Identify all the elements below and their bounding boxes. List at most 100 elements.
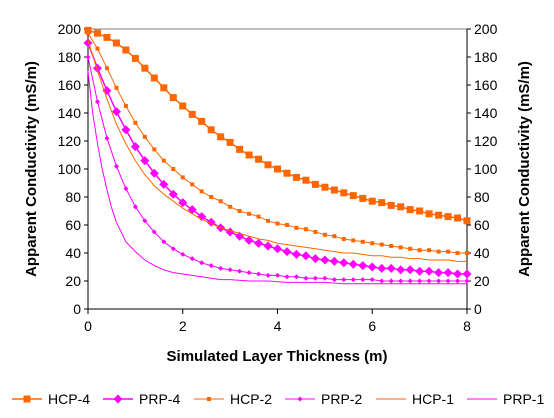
data-point-hcp-2 [256,214,261,219]
legend-marker [23,395,31,403]
y-axis-title-left: Apparent Conductivity (mS/m) [23,61,40,277]
data-point-hcp-4 [311,180,319,188]
legend-label: HCP-2 [230,391,272,407]
y-tick-label-left: 180 [58,49,82,65]
data-point-prp-2 [360,277,366,283]
y-tick-label-left: 140 [58,105,82,121]
data-point-hcp-4 [169,94,177,102]
y-tick-label-right: 0 [474,301,482,317]
legend-item-prp-4: PRP-4 [103,391,180,407]
data-point-hcp-4 [302,176,310,184]
y-tick-label-left: 160 [58,77,82,93]
data-point-hcp-4 [84,26,92,34]
y-tick-label-left: 200 [58,21,82,37]
data-point-hcp-2 [199,189,204,194]
data-point-hcp-4 [236,145,244,153]
data-point-hcp-4 [226,138,234,146]
data-point-hcp-4 [274,165,281,173]
data-point-prp-2 [151,229,157,235]
y-tick-label-right: 140 [474,105,498,121]
data-point-prp-2 [303,275,309,281]
y-tick-label-left: 20 [65,273,81,289]
data-point-hcp-4 [217,133,225,141]
data-point-hcp-2 [275,221,280,226]
data-point-prp-4 [197,212,207,222]
data-point-hcp-2 [465,251,469,255]
data-point-hcp-4 [387,201,395,209]
data-point-hcp-2 [171,167,176,171]
x-axis-title: Simulated Layer Thickness (m) [167,348,388,365]
data-point-hcp-2 [95,46,100,51]
data-point-prp-2 [417,278,423,284]
series-hcp-1 [87,40,467,262]
data-point-hcp-4 [188,110,196,118]
y-tick-label-right: 160 [474,77,498,93]
data-point-hcp-2 [142,134,147,139]
data-point-prp-4 [443,268,453,278]
data-point-prp-2 [275,272,280,278]
data-point-prp-2 [142,218,148,224]
data-point-hcp-4 [397,203,405,211]
legend-item-hcp-1: HCP-1 [376,391,454,407]
legend-item-hcp-4: HCP-4 [12,391,90,407]
data-point-prp-4 [377,263,387,273]
data-point-hcp-2 [123,104,128,108]
data-point-hcp-4 [463,217,471,225]
data-point-prp-4 [434,268,444,278]
data-point-prp-2 [218,265,224,271]
data-point-prp-4 [329,256,339,266]
data-point-prp-4 [396,265,406,275]
data-point-hcp-2 [379,242,384,247]
data-point-hcp-4 [321,183,329,191]
data-point-prp-4 [320,255,330,265]
series-prp-4 [83,38,472,279]
data-point-hcp-4 [283,169,291,177]
legend-label: HCP-1 [412,391,454,407]
data-point-prp-4 [254,238,264,248]
data-point-hcp-2 [294,225,299,230]
data-point-hcp-4 [150,74,158,82]
y-tick-label-left: 0 [73,301,81,317]
data-point-prp-4 [462,269,472,279]
data-point-hcp-4 [93,29,101,37]
data-point-prp-2 [436,278,442,284]
series-hcp-4 [84,26,471,225]
legend-item-prp-2: PRP-2 [285,391,362,407]
data-point-prp-4 [415,266,425,276]
data-point-hcp-4 [406,206,414,214]
data-point-hcp-4 [112,39,120,47]
data-point-hcp-2 [152,147,157,152]
data-point-hcp-2 [104,66,109,71]
y-tick-label-left: 120 [58,133,82,149]
data-point-hcp-4 [198,117,206,125]
series-line-hcp-1 [87,40,467,262]
data-point-prp-2 [379,278,385,284]
data-point-hcp-2 [228,204,233,209]
data-point-hcp-4 [245,151,253,159]
legend-label: PRP-2 [321,391,362,407]
data-point-prp-2 [180,251,186,257]
data-point-prp-2 [464,278,470,284]
data-point-prp-4 [130,142,140,152]
data-point-prp-2 [331,277,337,283]
data-point-hcp-4 [349,192,357,200]
data-point-prp-2 [312,275,318,281]
y-tick-label-right: 100 [474,161,498,177]
data-point-hcp-2 [209,195,214,199]
data-point-prp-4 [348,259,358,269]
data-point-prp-4 [282,247,292,257]
data-point-prp-2 [237,268,243,274]
data-point-hcp-4 [292,173,300,181]
data-point-prp-4 [291,249,301,259]
data-point-prp-2 [170,246,176,252]
legend-label: PRP-4 [139,391,180,407]
data-point-hcp-4 [264,161,272,169]
y-axis-title-right: Apparent Conductivity (mS/m) [516,61,533,277]
data-point-prp-2 [132,204,138,210]
legend-label: PRP-1 [503,391,544,407]
series-prp-2 [85,54,470,284]
data-point-hcp-2 [237,209,242,213]
data-point-prp-4 [405,265,415,275]
legend: HCP-4 PRP-4 HCP-2 PRP-2 HCP-1 PRP-1 [12,391,544,407]
